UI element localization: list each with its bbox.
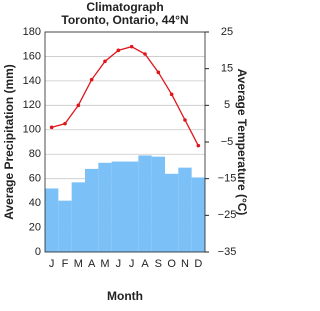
y2-axis-label: Average Temperature (°C) <box>235 69 249 216</box>
x-tick-label: A <box>141 258 149 270</box>
y-tick-label: 160 <box>23 50 41 62</box>
y2-tick-label: −25 <box>218 209 237 221</box>
y2-tick-label: −35 <box>218 246 237 258</box>
y-tick-label: 80 <box>29 148 41 160</box>
x-tick-label: M <box>74 258 83 270</box>
x-tick-label: N <box>181 258 189 270</box>
temperature-point <box>183 118 187 122</box>
y-axis-label: Average Precipitation (mm) <box>2 64 16 220</box>
bar <box>71 182 85 252</box>
x-tick-label: S <box>155 258 162 270</box>
bar <box>111 161 125 252</box>
y2-tick-label: −15 <box>218 173 237 185</box>
y-tick-label: 20 <box>29 221 41 233</box>
y-tick-label: 140 <box>23 75 41 87</box>
temperature-point <box>196 143 201 148</box>
y2-tick-label: 15 <box>221 63 233 75</box>
y-tick-label: 0 <box>35 246 41 258</box>
temperature-point <box>129 44 134 49</box>
x-tick-label: J <box>116 258 122 270</box>
y2-tick-label: 5 <box>224 99 230 111</box>
y2-tick-label: −5 <box>221 136 234 148</box>
chart-subtitle: Toronto, Ontario, 44°N <box>61 13 188 27</box>
bar <box>178 167 192 252</box>
temperature-point <box>143 52 147 56</box>
y-tick-label: 60 <box>29 173 41 185</box>
x-tick-label: O <box>167 258 176 270</box>
x-tick-label: J <box>49 258 55 270</box>
temperature-point <box>76 103 81 108</box>
temperature-point <box>63 121 67 126</box>
chart: Climatograph Toronto, Ontario, 44°N Mont… <box>2 0 249 303</box>
bar <box>138 155 152 252</box>
y2-tick-label: 25 <box>221 26 233 38</box>
y-tick-label: 100 <box>23 124 41 136</box>
x-axis-label: Month <box>107 289 143 303</box>
bar <box>58 200 72 252</box>
temperature-line <box>51 45 199 146</box>
temperature-point <box>89 77 94 82</box>
bar <box>45 188 59 252</box>
bar <box>151 156 165 252</box>
y-tick-label: 120 <box>23 99 41 111</box>
bar <box>98 162 112 252</box>
bar <box>165 173 179 252</box>
bar <box>125 161 139 252</box>
temperature-point <box>103 59 107 64</box>
y-tick-label: 180 <box>23 26 41 38</box>
x-tick-label: A <box>88 258 96 270</box>
x-tick-label: J <box>129 258 135 270</box>
temperature-point <box>116 48 121 53</box>
temperature-point <box>169 92 174 97</box>
temperature-point <box>49 125 54 130</box>
bar <box>85 168 99 252</box>
x-tick-label: M <box>100 258 109 270</box>
chart-title: Climatograph <box>86 0 163 14</box>
x-tick-label: F <box>62 258 69 270</box>
temperature-point <box>156 70 161 75</box>
bar <box>191 177 205 252</box>
x-tick-label: D <box>194 258 202 270</box>
y-tick-label: 40 <box>29 197 41 209</box>
